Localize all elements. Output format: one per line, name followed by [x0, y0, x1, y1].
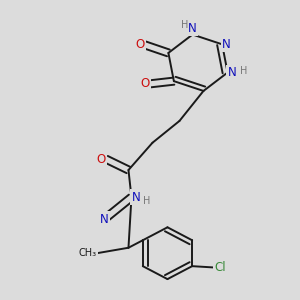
Text: O: O	[135, 38, 144, 51]
Text: CH₃: CH₃	[79, 248, 97, 258]
Text: N: N	[188, 22, 197, 34]
Text: O: O	[97, 153, 106, 166]
Text: O: O	[141, 77, 150, 90]
Text: H: H	[143, 196, 151, 206]
Text: H: H	[240, 66, 247, 76]
Text: N: N	[100, 213, 109, 226]
Text: N: N	[131, 191, 140, 204]
Text: H: H	[181, 20, 189, 30]
Text: N: N	[222, 38, 231, 51]
Text: Cl: Cl	[215, 261, 226, 274]
Text: N: N	[228, 66, 236, 79]
